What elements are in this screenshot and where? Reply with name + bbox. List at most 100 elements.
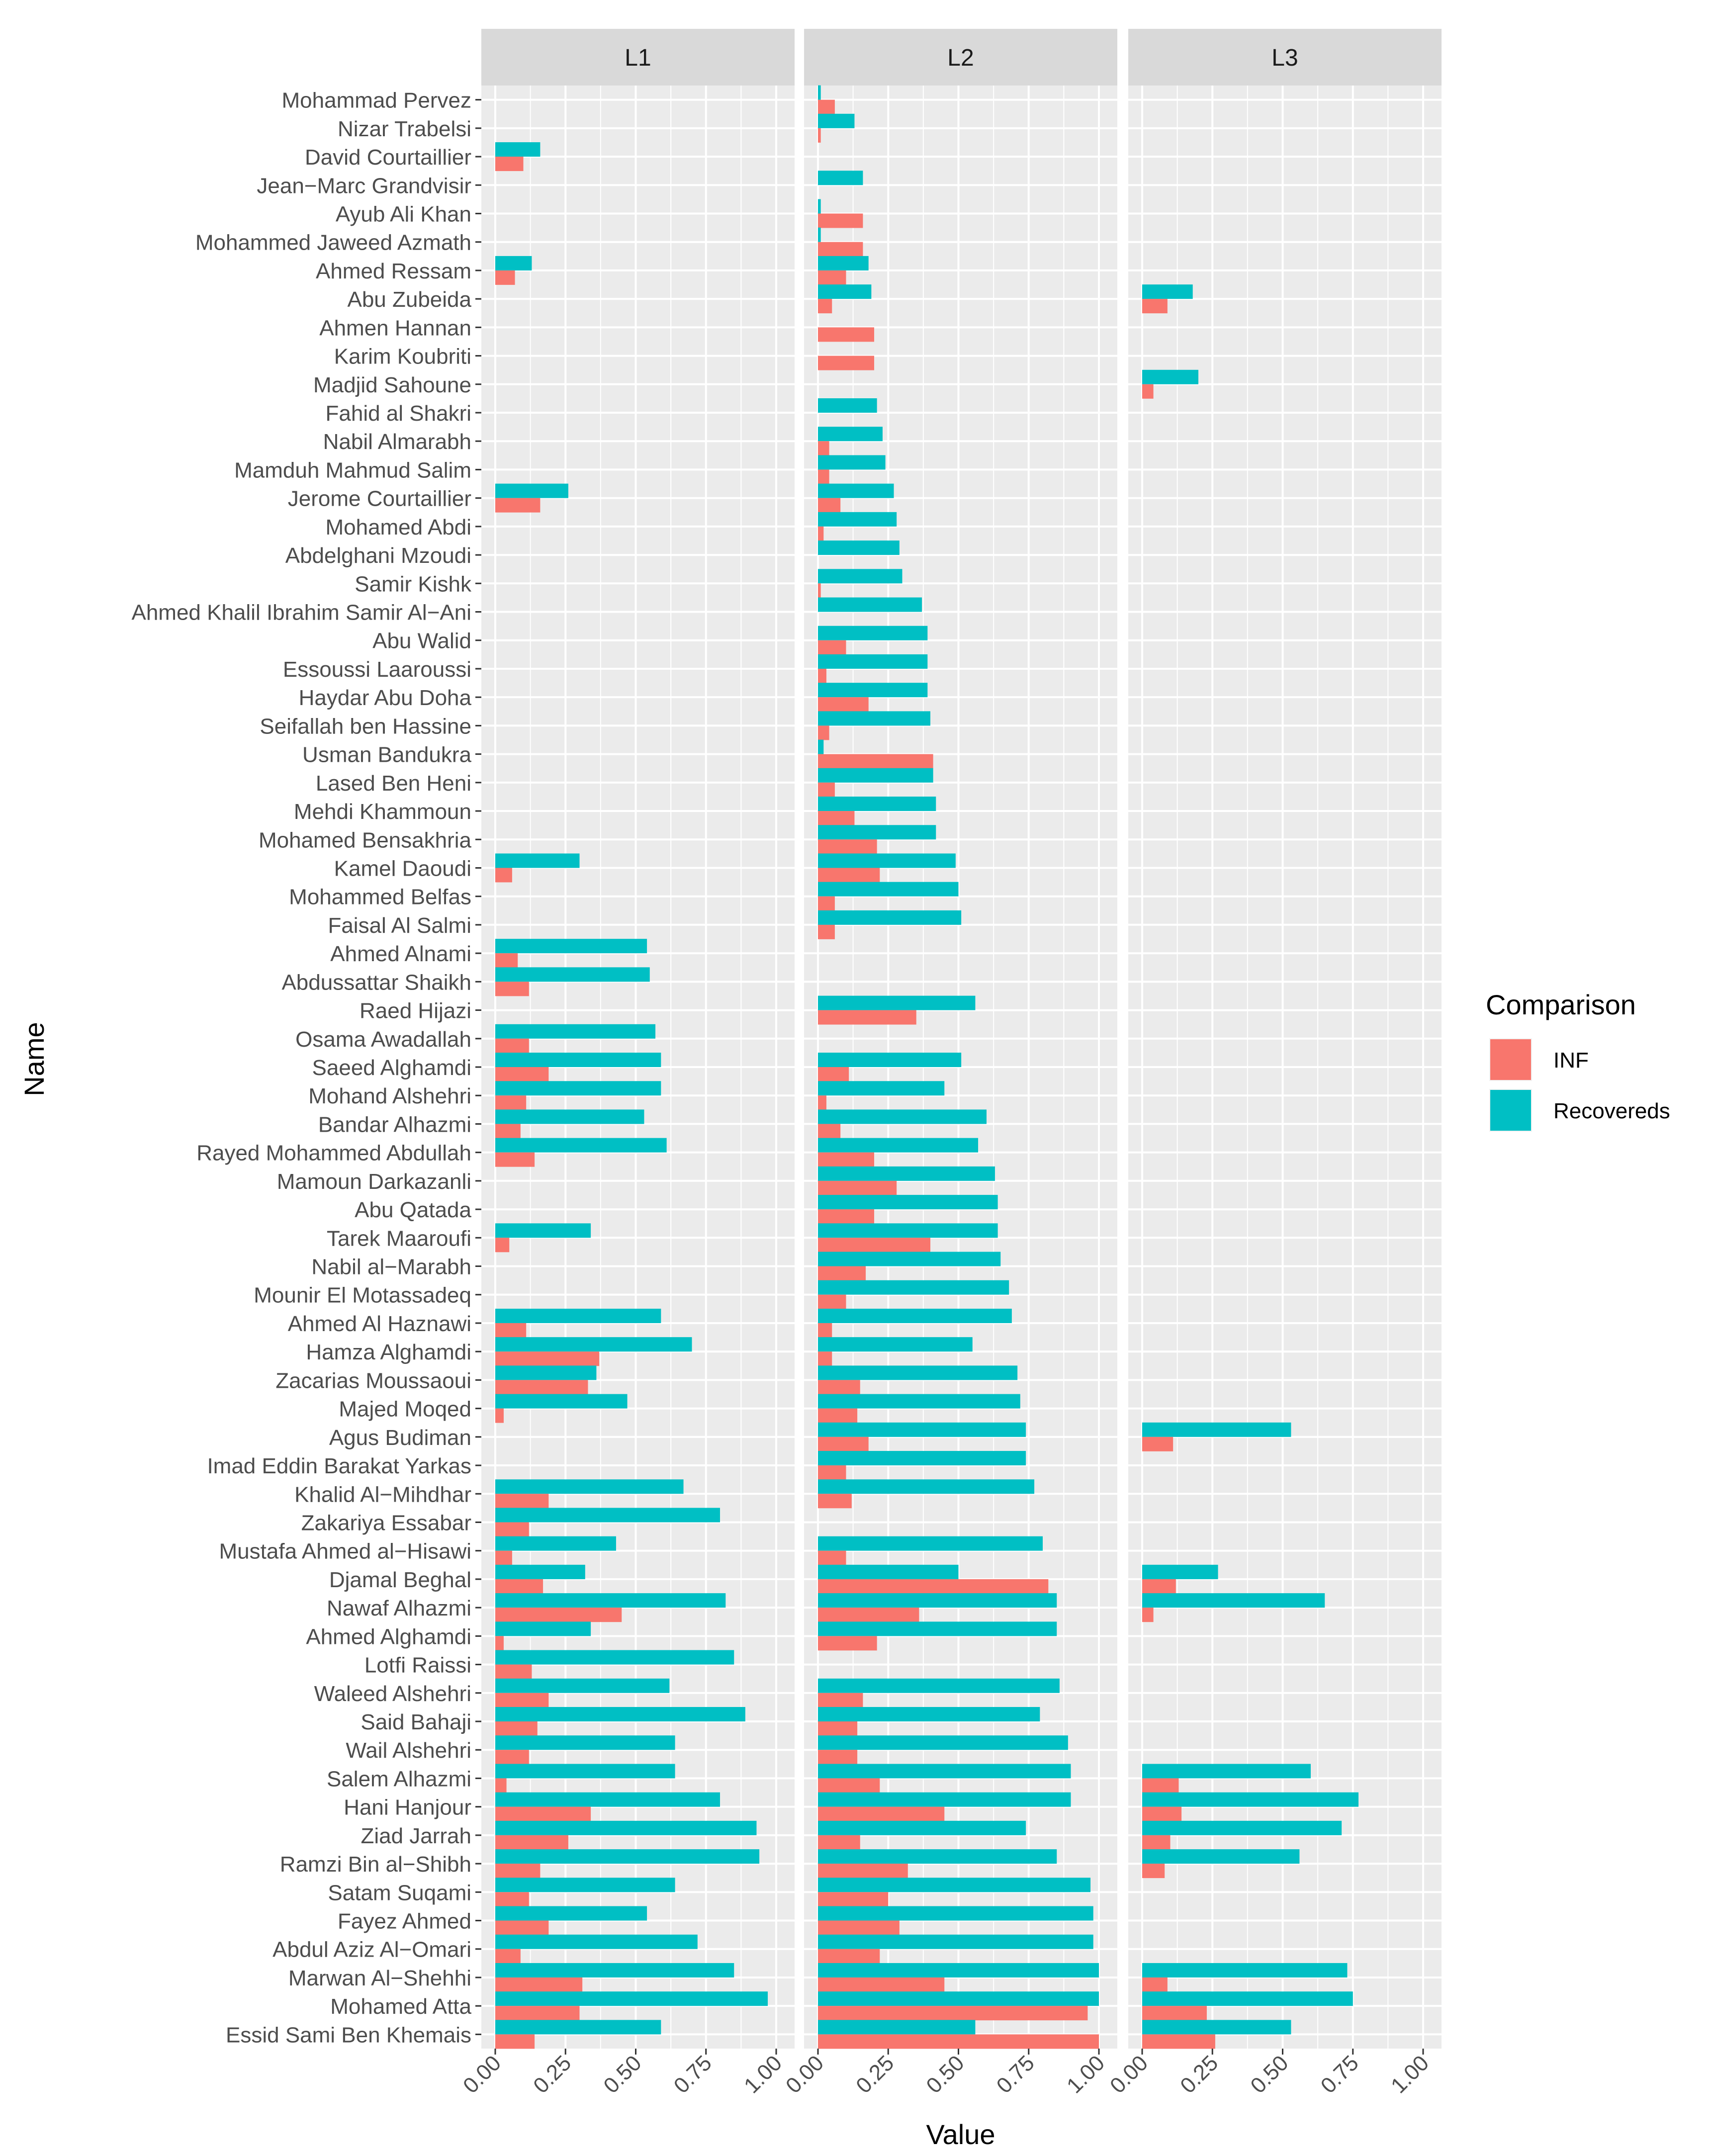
bar-recovereds [818,1764,1071,1779]
y-tick-label: Abu Qatada [355,1198,471,1222]
bar-inf [818,1351,832,1366]
bar-inf [495,1778,507,1793]
bar-recovereds [495,1223,591,1238]
y-tick-label: Ahmed Ressam [316,259,471,283]
bar-inf [495,868,512,883]
y-tick-label: Mohammed Belfas [289,885,471,909]
bar-recovereds [1142,1963,1348,1977]
y-tick-label: Nizar Trabelsi [338,117,471,141]
bar-inf [495,1038,529,1053]
bar-recovereds [818,256,869,270]
bar-recovereds [495,1109,644,1124]
bar-inf [495,1351,600,1366]
bar-recovereds [818,1536,1043,1551]
bar-inf [818,1806,945,1821]
bar-recovereds [495,1906,647,1921]
bar-recovereds [818,1878,1091,1892]
bar-recovereds [818,1621,1057,1636]
legend-title: Comparison [1486,989,1636,1020]
bar-inf [818,2006,1088,2021]
bar-recovereds [818,768,933,783]
bar-inf [818,1835,860,1850]
y-tick-label: Ramzi Bin al−Shibh [280,1852,471,1877]
bar-recovereds [1142,1792,1359,1807]
x-tick-label: 0.25 [851,2051,899,2098]
y-tick-label: Zakariya Essabar [301,1511,471,1535]
bar-inf [818,99,835,114]
facet-strip-L1 [481,29,795,86]
bar-recovereds [818,1906,1093,1921]
bar-inf [1142,1437,1173,1451]
y-tick-label: Hani Hanjour [344,1796,471,1820]
bar-inf [818,924,835,939]
y-tick-label: Agus Budiman [329,1426,471,1450]
bar-recovereds [495,256,532,270]
bar-recovereds [818,512,897,527]
bar-inf [495,1067,549,1081]
y-tick-label: Fahid al Shakri [326,401,471,426]
bar-inf [818,1892,889,1907]
bar-inf [818,1209,874,1224]
bar-inf [818,128,821,143]
bar-inf [818,1977,945,1992]
y-tick-label: Haydar Abu Doha [299,686,472,710]
bar-recovereds [495,1878,675,1892]
y-tick-label: Mehdi Khammoun [294,800,471,824]
facet-panel-L3: L3 [1128,29,1442,2049]
bar-recovereds [818,398,877,413]
bar-inf [495,2034,535,2049]
y-tick-label: Zacarias Moussaoui [275,1368,471,1393]
y-tick-label: Seifallah ben Hassine [260,714,471,738]
y-tick-label: Ahmed Khalil Ibrahim Samir Al−Ani [131,601,471,625]
bar-inf [818,299,832,314]
bar-inf [495,1579,543,1594]
bar-recovereds [495,483,568,498]
bar-recovereds [818,1166,995,1181]
x-tick-label: 0.75 [1316,2051,1363,2098]
y-tick-label: Mohamed Bensakhria [259,828,472,852]
y-tick-label: Lased Ben Heni [316,771,471,796]
y-tick-label: Marwan Al−Shehhi [288,1966,471,1990]
bar-recovereds [495,1081,661,1096]
y-tick-label: Ayub Ali Khan [336,202,471,226]
bar-recovereds [818,569,903,584]
bar-recovereds [818,1678,1060,1693]
bar-recovereds [495,1365,597,1380]
bar-recovereds [818,1195,998,1210]
bar-inf [818,1010,916,1025]
y-tick-label: Nabil al−Marabh [311,1255,471,1279]
bar-recovereds [1142,1593,1325,1608]
bar-recovereds [818,227,821,242]
x-tick-label: 0.75 [669,2051,717,2098]
bar-inf [1142,1864,1165,1879]
bar-recovereds [818,2020,976,2035]
y-tick-label: Said Bahaji [361,1710,471,1734]
y-tick-label: Mohammed Jaweed Azmath [195,231,471,255]
bar-inf [495,1095,527,1110]
bar-recovereds [495,1991,768,2006]
bar-recovereds [818,455,886,470]
bar-inf [1142,384,1154,399]
y-tick-label: Djamal Beghal [329,1568,471,1592]
bar-recovereds [495,1764,675,1779]
y-tick-label: Majed Moqed [339,1397,471,1422]
y-tick-label: Jerome Courtaillier [288,487,471,511]
y-tick-label: Faisal Al Salmi [328,913,471,938]
y-tick-label: Ahmed Alghamdi [306,1624,471,1649]
bar-inf [1142,299,1168,314]
bar-recovereds [495,1308,661,1323]
y-tick-label: Essid Sami Ben Khemais [226,2023,471,2047]
bar-recovereds [818,1963,1099,1977]
bar-recovereds [495,1053,661,1067]
bar-recovereds [1142,1564,1218,1579]
bar-inf [495,1977,583,1992]
x-tick-label: 0.50 [1246,2051,1293,2098]
bar-inf [495,1323,527,1338]
y-tick-label: Mamduh Mahmud Salim [234,458,471,482]
bar-inf [495,157,524,172]
facet-strip-L2 [804,29,1117,86]
bar-recovereds [818,797,936,811]
y-tick-label: Ahmed Al Haznawi [288,1312,471,1336]
bar-recovereds [495,2020,661,2035]
x-tick-label: 0.25 [1175,2051,1223,2098]
